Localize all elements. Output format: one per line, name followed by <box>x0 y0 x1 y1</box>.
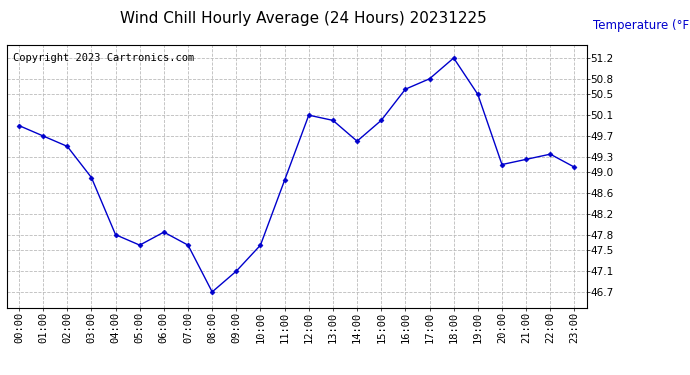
Text: Wind Chill Hourly Average (24 Hours) 20231225: Wind Chill Hourly Average (24 Hours) 202… <box>120 11 487 26</box>
Text: Copyright 2023 Cartronics.com: Copyright 2023 Cartronics.com <box>12 53 194 63</box>
Text: Temperature (°F): Temperature (°F) <box>593 19 690 32</box>
